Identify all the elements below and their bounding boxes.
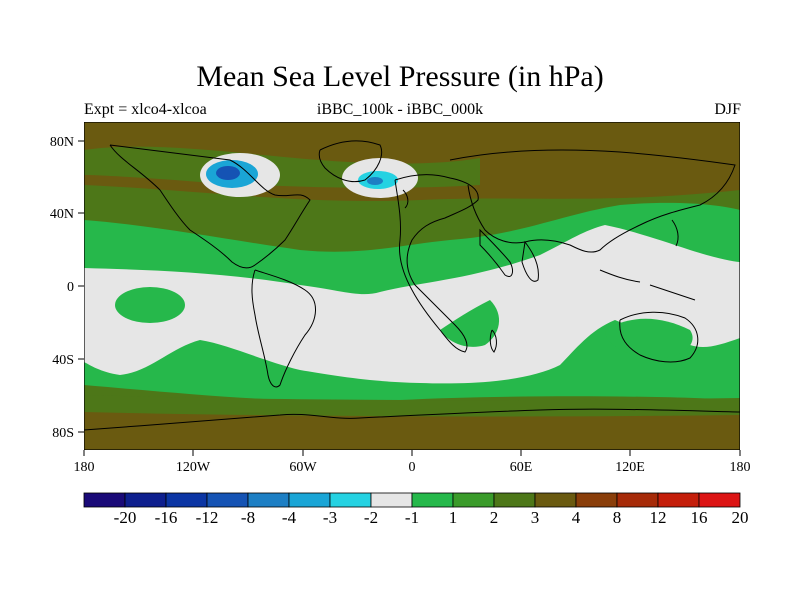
- colorbar: -20 -16 -12 -8 -4 -3 -2 -1 1 2 3 4 8 12 16 20: [83, 492, 749, 527]
- colorbar-label: 4: [572, 508, 581, 527]
- field-near-zero: [84, 225, 740, 384]
- colorbar-label: 3: [531, 508, 540, 527]
- field-south-band-green: [84, 395, 740, 417]
- colorbar-label: -4: [282, 508, 297, 527]
- colorbar-label: -20: [114, 508, 137, 527]
- colorbar-label: 1: [449, 508, 458, 527]
- y-axis-labels: 80N 40N 0 40S 80S: [50, 135, 74, 441]
- field-green-australia: [605, 318, 693, 359]
- colorbar-label: -16: [155, 508, 178, 527]
- x-tick-label: 120W: [176, 460, 211, 475]
- colorbar-swatch: [534, 492, 577, 508]
- map-title: Mean Sea Level Pressure (in hPa): [196, 60, 604, 93]
- colorbar-swatch: [165, 492, 208, 508]
- colorbar-label: 20: [732, 508, 749, 527]
- field-gray-patch: [279, 288, 297, 302]
- colorbar-label: -1: [405, 508, 419, 527]
- colorbar-swatch: [698, 492, 741, 508]
- colorbar-swatch: [493, 492, 536, 508]
- colorbar-swatch: [616, 492, 659, 508]
- x-tick-label: 180: [74, 460, 95, 475]
- y-tick-label: 40N: [50, 207, 74, 222]
- colorbar-label: 8: [613, 508, 622, 527]
- colorbar-swatch: [370, 492, 413, 508]
- field-green-patch: [115, 287, 185, 323]
- x-tick-label: 60W: [289, 460, 317, 475]
- low-north-atlantic-blue: [367, 177, 383, 185]
- x-tick-label: 0: [409, 460, 416, 475]
- colorbar-swatch: [247, 492, 290, 508]
- season-label: DJF: [714, 101, 741, 118]
- y-tick-label: 80S: [52, 426, 74, 441]
- x-tick-label: 180: [730, 460, 751, 475]
- x-axis-labels: 180 120W 60W 0 60E 120E 180: [74, 460, 751, 475]
- colorbar-swatch: [288, 492, 331, 508]
- colorbar-swatch: [657, 492, 700, 508]
- colorbar-swatch: [83, 492, 126, 508]
- colorbar-label: 12: [650, 508, 667, 527]
- colorbar-swatch: [452, 492, 495, 508]
- colorbar-swatch: [411, 492, 454, 508]
- x-tick-label: 120E: [615, 460, 645, 475]
- map-panel: [84, 122, 740, 450]
- experiment-label: Expt = xlco4-xlcoa: [84, 101, 207, 118]
- colorbar-swatch: [329, 492, 372, 508]
- y-tick-label: 80N: [50, 135, 74, 150]
- tick-marks: [78, 140, 741, 456]
- colorbar-label: -8: [241, 508, 255, 527]
- colorbar-swatch: [206, 492, 249, 508]
- y-tick-label: 40S: [52, 353, 74, 368]
- coastlines: [84, 140, 740, 431]
- field-south-band-dark: [84, 410, 740, 450]
- colorbar-label: 16: [691, 508, 708, 527]
- low-north-america-blue: [216, 166, 240, 180]
- y-tick-label: 0: [67, 280, 74, 295]
- colorbar-label: 2: [490, 508, 499, 527]
- colorbar-label: -2: [364, 508, 378, 527]
- colorbar-swatch: [124, 492, 167, 508]
- comparison-label: iBBC_100k - iBBC_000k: [316, 101, 484, 118]
- colorbar-label: -3: [323, 508, 337, 527]
- colorbar-swatch: [575, 492, 618, 508]
- field-green-tongue: [440, 300, 500, 347]
- x-tick-label: 60E: [510, 460, 533, 475]
- colorbar-label: -12: [196, 508, 219, 527]
